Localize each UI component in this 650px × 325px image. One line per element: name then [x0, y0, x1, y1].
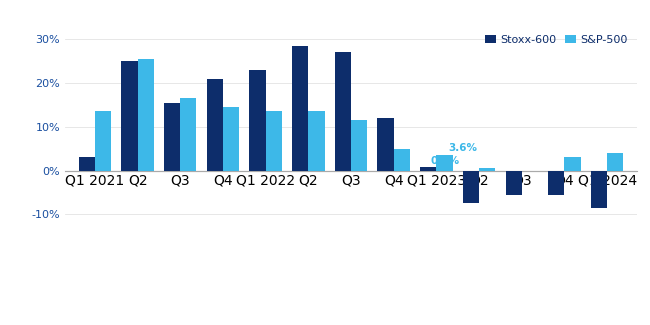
Bar	[378, 118, 394, 171]
Bar	[564, 157, 580, 171]
Bar	[164, 103, 180, 171]
Bar	[250, 70, 266, 171]
Bar	[394, 149, 410, 171]
Bar	[138, 59, 154, 171]
Bar	[591, 171, 607, 208]
Bar	[463, 171, 479, 203]
Bar	[207, 79, 223, 171]
Bar	[607, 153, 623, 171]
Bar	[335, 52, 351, 171]
Bar	[351, 120, 367, 171]
Bar	[436, 155, 452, 171]
Bar	[95, 111, 111, 171]
Bar	[122, 61, 138, 171]
Bar	[266, 111, 282, 171]
Bar	[79, 157, 95, 171]
Bar	[479, 168, 495, 171]
Bar	[308, 111, 324, 171]
Bar	[506, 171, 522, 195]
Bar	[548, 171, 564, 195]
Legend: Stoxx-600, S&P-500: Stoxx-600, S&P-500	[481, 32, 631, 48]
Text: 0.7%: 0.7%	[430, 156, 460, 166]
Bar	[420, 167, 436, 171]
Bar	[292, 46, 308, 171]
Bar	[223, 107, 239, 171]
Text: 3.6%: 3.6%	[448, 143, 477, 153]
Bar	[180, 98, 196, 171]
